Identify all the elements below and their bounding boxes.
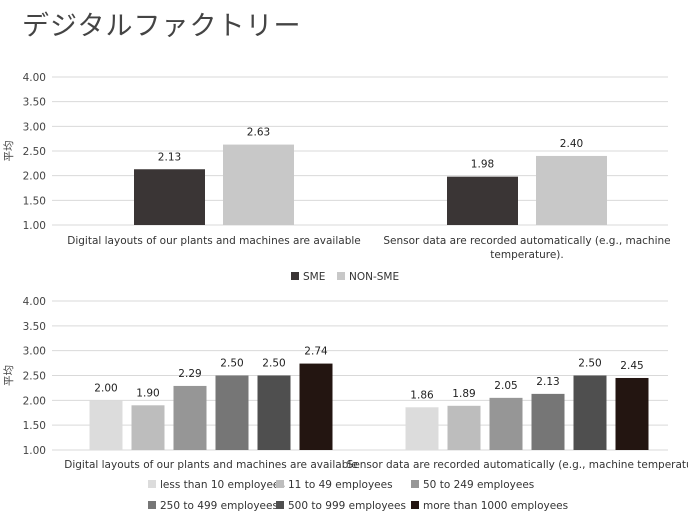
y-axis-label: 平均 <box>3 141 15 162</box>
y-tick-label: 4.00 <box>23 296 46 308</box>
bar <box>134 169 205 225</box>
y-tick-label: 3.50 <box>23 97 46 109</box>
data-label: 1.98 <box>471 159 494 171</box>
y-tick-label: 3.00 <box>23 121 46 133</box>
data-label: 2.13 <box>536 376 559 388</box>
y-tick-label: 2.00 <box>23 171 46 183</box>
y-tick-label: 1.50 <box>23 195 46 207</box>
data-label: 2.40 <box>560 138 583 150</box>
legend-swatch <box>276 501 284 509</box>
legend-label: less than 10 employees <box>160 479 285 491</box>
data-label: 2.05 <box>494 380 517 392</box>
y-tick-label: 2.50 <box>23 371 46 383</box>
legend-label: NON-SME <box>349 271 399 283</box>
data-label: 2.00 <box>94 382 117 394</box>
bar <box>257 375 291 450</box>
legend-swatch <box>276 480 284 488</box>
bar <box>489 397 523 450</box>
data-label: 2.45 <box>620 360 643 372</box>
data-label: 2.50 <box>262 358 285 370</box>
legend-swatch <box>291 272 299 280</box>
category-label: Digital layouts of our plants and machin… <box>64 459 357 471</box>
legend-swatch <box>337 272 345 280</box>
data-label: 2.63 <box>247 127 270 139</box>
y-tick-label: 1.00 <box>23 445 46 457</box>
bar <box>615 377 649 450</box>
data-label: 2.50 <box>578 358 601 370</box>
bar <box>531 393 565 450</box>
bar <box>405 407 439 450</box>
legend-swatch <box>148 480 156 488</box>
y-axis-label: 平均 <box>3 365 15 386</box>
bar <box>447 176 518 225</box>
y-tick-label: 3.00 <box>23 346 46 358</box>
legend-label: more than 1000 employees <box>423 500 568 512</box>
category-label: Sensor data are recorded automatically (… <box>383 235 670 247</box>
data-label: 1.86 <box>410 389 434 401</box>
legend-swatch <box>148 501 156 509</box>
bar <box>536 155 607 225</box>
legend-label: 250 to 499 employees <box>160 500 278 512</box>
page-title: デジタルファクトリー <box>22 11 302 42</box>
category-label: temperature). <box>490 249 563 261</box>
y-tick-label: 2.50 <box>23 146 46 158</box>
bar <box>131 405 165 450</box>
bar <box>299 363 333 450</box>
category-label: Sensor data are recorded automatically (… <box>347 459 688 471</box>
bar <box>573 375 607 450</box>
bar <box>89 400 123 450</box>
bar <box>215 375 249 450</box>
data-label: 2.74 <box>304 346 328 358</box>
data-label: 2.13 <box>158 151 181 163</box>
y-tick-label: 1.50 <box>23 420 46 432</box>
y-tick-label: 2.00 <box>23 395 46 407</box>
legend-label: 50 to 249 employees <box>423 479 534 491</box>
data-label: 1.90 <box>136 387 159 399</box>
data-label: 2.50 <box>220 358 243 370</box>
legend-label: 500 to 999 employees <box>288 500 406 512</box>
legend-label: SME <box>303 271 325 283</box>
bar <box>173 385 207 450</box>
legend-label: 11 to 49 employees <box>288 479 393 491</box>
legend-swatch <box>411 501 419 509</box>
y-tick-label: 1.00 <box>23 220 46 232</box>
bar <box>447 405 481 450</box>
category-label: Digital layouts of our plants and machin… <box>67 235 360 247</box>
data-label: 2.29 <box>178 368 201 380</box>
data-label: 1.89 <box>452 388 475 400</box>
legend-swatch <box>411 480 419 488</box>
bar <box>223 144 294 225</box>
y-tick-label: 4.00 <box>23 72 46 84</box>
y-tick-label: 3.50 <box>23 321 46 333</box>
